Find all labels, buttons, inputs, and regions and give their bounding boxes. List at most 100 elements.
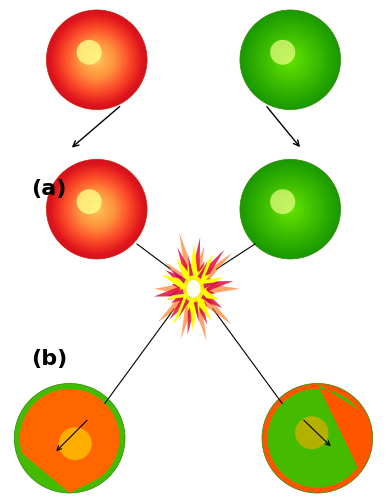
Polygon shape bbox=[192, 277, 223, 296]
Ellipse shape bbox=[95, 58, 98, 61]
Ellipse shape bbox=[279, 198, 302, 221]
Ellipse shape bbox=[48, 161, 146, 257]
Ellipse shape bbox=[48, 11, 146, 108]
Ellipse shape bbox=[80, 43, 113, 76]
Ellipse shape bbox=[88, 51, 105, 68]
Polygon shape bbox=[188, 251, 199, 289]
Ellipse shape bbox=[70, 183, 123, 236]
Polygon shape bbox=[193, 281, 233, 296]
Ellipse shape bbox=[280, 50, 300, 70]
Polygon shape bbox=[188, 261, 205, 292]
Polygon shape bbox=[188, 270, 199, 291]
Ellipse shape bbox=[252, 21, 329, 98]
Ellipse shape bbox=[245, 164, 336, 254]
Ellipse shape bbox=[274, 193, 307, 226]
Ellipse shape bbox=[241, 161, 339, 257]
Ellipse shape bbox=[68, 31, 125, 88]
Ellipse shape bbox=[63, 26, 130, 93]
Ellipse shape bbox=[65, 28, 128, 91]
Ellipse shape bbox=[60, 23, 134, 96]
Polygon shape bbox=[166, 270, 196, 295]
Ellipse shape bbox=[285, 55, 295, 65]
Polygon shape bbox=[179, 287, 196, 317]
Ellipse shape bbox=[248, 18, 332, 101]
Polygon shape bbox=[188, 264, 199, 291]
Polygon shape bbox=[189, 284, 211, 321]
Polygon shape bbox=[181, 286, 199, 339]
Polygon shape bbox=[166, 282, 195, 300]
Polygon shape bbox=[191, 261, 208, 291]
Polygon shape bbox=[178, 261, 198, 293]
Ellipse shape bbox=[77, 40, 102, 65]
Ellipse shape bbox=[277, 196, 304, 223]
Ellipse shape bbox=[85, 198, 108, 221]
Ellipse shape bbox=[272, 41, 309, 78]
Ellipse shape bbox=[80, 193, 113, 226]
Polygon shape bbox=[190, 283, 208, 303]
Ellipse shape bbox=[85, 48, 108, 71]
Ellipse shape bbox=[55, 168, 139, 250]
Polygon shape bbox=[194, 281, 207, 296]
Ellipse shape bbox=[253, 173, 327, 246]
Polygon shape bbox=[162, 275, 195, 296]
Ellipse shape bbox=[248, 168, 332, 250]
Text: (a): (a) bbox=[31, 179, 66, 199]
Polygon shape bbox=[181, 277, 197, 295]
Polygon shape bbox=[190, 288, 199, 323]
Polygon shape bbox=[188, 288, 199, 310]
Ellipse shape bbox=[275, 45, 305, 75]
Ellipse shape bbox=[53, 166, 140, 252]
Polygon shape bbox=[188, 255, 197, 290]
Ellipse shape bbox=[72, 184, 122, 234]
Ellipse shape bbox=[269, 188, 312, 231]
Polygon shape bbox=[188, 285, 207, 325]
Ellipse shape bbox=[295, 416, 329, 449]
Polygon shape bbox=[183, 275, 198, 294]
Ellipse shape bbox=[187, 280, 200, 298]
Ellipse shape bbox=[87, 50, 107, 70]
Polygon shape bbox=[188, 286, 207, 341]
Ellipse shape bbox=[270, 40, 295, 65]
Ellipse shape bbox=[272, 191, 309, 228]
Ellipse shape bbox=[77, 189, 117, 229]
Ellipse shape bbox=[257, 26, 324, 93]
Ellipse shape bbox=[250, 169, 330, 249]
Ellipse shape bbox=[75, 38, 118, 81]
Polygon shape bbox=[191, 278, 210, 295]
Ellipse shape bbox=[250, 20, 330, 100]
Ellipse shape bbox=[88, 201, 105, 218]
Ellipse shape bbox=[240, 10, 341, 110]
Ellipse shape bbox=[82, 194, 112, 224]
Ellipse shape bbox=[274, 43, 307, 76]
Polygon shape bbox=[188, 246, 204, 291]
Ellipse shape bbox=[265, 184, 315, 234]
Polygon shape bbox=[178, 284, 198, 317]
Ellipse shape bbox=[270, 189, 295, 214]
Ellipse shape bbox=[245, 15, 336, 105]
Polygon shape bbox=[189, 254, 214, 293]
PathPatch shape bbox=[20, 389, 120, 493]
Polygon shape bbox=[194, 281, 240, 296]
Ellipse shape bbox=[259, 28, 322, 91]
Ellipse shape bbox=[260, 30, 320, 90]
Ellipse shape bbox=[90, 203, 103, 216]
Ellipse shape bbox=[275, 194, 305, 224]
Ellipse shape bbox=[95, 208, 98, 211]
Ellipse shape bbox=[255, 25, 325, 95]
Polygon shape bbox=[189, 284, 204, 307]
Ellipse shape bbox=[267, 36, 314, 83]
Polygon shape bbox=[179, 233, 199, 291]
Ellipse shape bbox=[247, 16, 334, 103]
Ellipse shape bbox=[252, 171, 329, 248]
Ellipse shape bbox=[83, 196, 110, 223]
Polygon shape bbox=[188, 243, 199, 289]
Polygon shape bbox=[167, 282, 195, 299]
Polygon shape bbox=[172, 280, 195, 296]
Ellipse shape bbox=[57, 20, 137, 100]
Ellipse shape bbox=[67, 30, 127, 90]
Ellipse shape bbox=[92, 55, 102, 65]
Ellipse shape bbox=[67, 179, 127, 239]
Ellipse shape bbox=[287, 206, 294, 213]
Ellipse shape bbox=[51, 15, 142, 105]
Ellipse shape bbox=[72, 35, 122, 85]
